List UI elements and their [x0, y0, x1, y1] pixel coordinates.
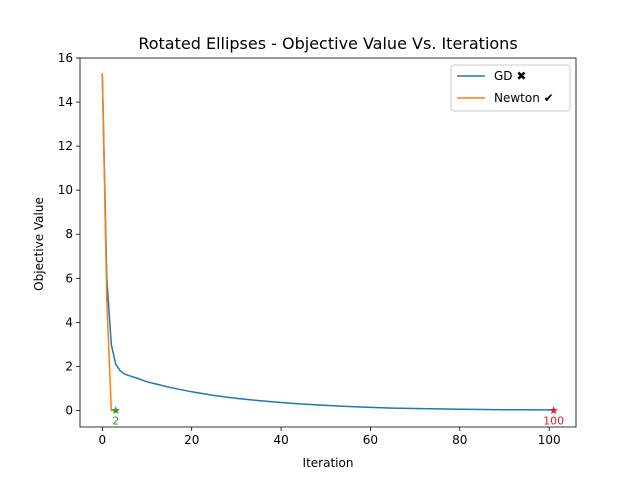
x-tick-label: 20 [184, 433, 199, 447]
chart-title: Rotated Ellipses - Objective Value Vs. I… [138, 34, 517, 53]
y-tick-label: 4 [65, 315, 73, 329]
y-axis-label: Objective Value [32, 197, 46, 291]
y-tick-label: 8 [65, 227, 73, 241]
y-tick-label: 10 [58, 183, 73, 197]
x-tick-label: 60 [363, 433, 378, 447]
marker-annotation: 2 [112, 414, 119, 427]
legend-label: GD ✖ [494, 69, 526, 83]
y-tick-label: 16 [58, 51, 73, 65]
x-axis-label: Iteration [303, 456, 354, 470]
y-tick-label: 6 [65, 271, 73, 285]
legend: GD ✖ Newton ✔ [450, 64, 571, 112]
end-star-marker [549, 405, 558, 415]
y-tick-label: 0 [65, 403, 73, 417]
y-tick-label: 2 [65, 359, 73, 373]
x-tick-label: 40 [273, 433, 288, 447]
axes-frame [79, 57, 577, 428]
y-tick-label: 14 [58, 95, 73, 109]
x-tick-label: 100 [538, 433, 561, 447]
marker-annotation: 100 [543, 414, 564, 427]
plot-area: 2 100 [101, 73, 564, 427]
legend-label: Newton ✔ [494, 91, 554, 105]
series-line-gd [101, 73, 554, 411]
x-tick-label: 80 [452, 433, 467, 447]
y-axis: 0 2 4 6 8 10 12 14 16 [58, 51, 80, 417]
y-tick-label: 12 [58, 139, 73, 153]
x-tick-label: 0 [99, 433, 107, 447]
x-axis: 0 20 40 60 80 100 [99, 427, 561, 447]
end-star-marker [111, 405, 121, 415]
